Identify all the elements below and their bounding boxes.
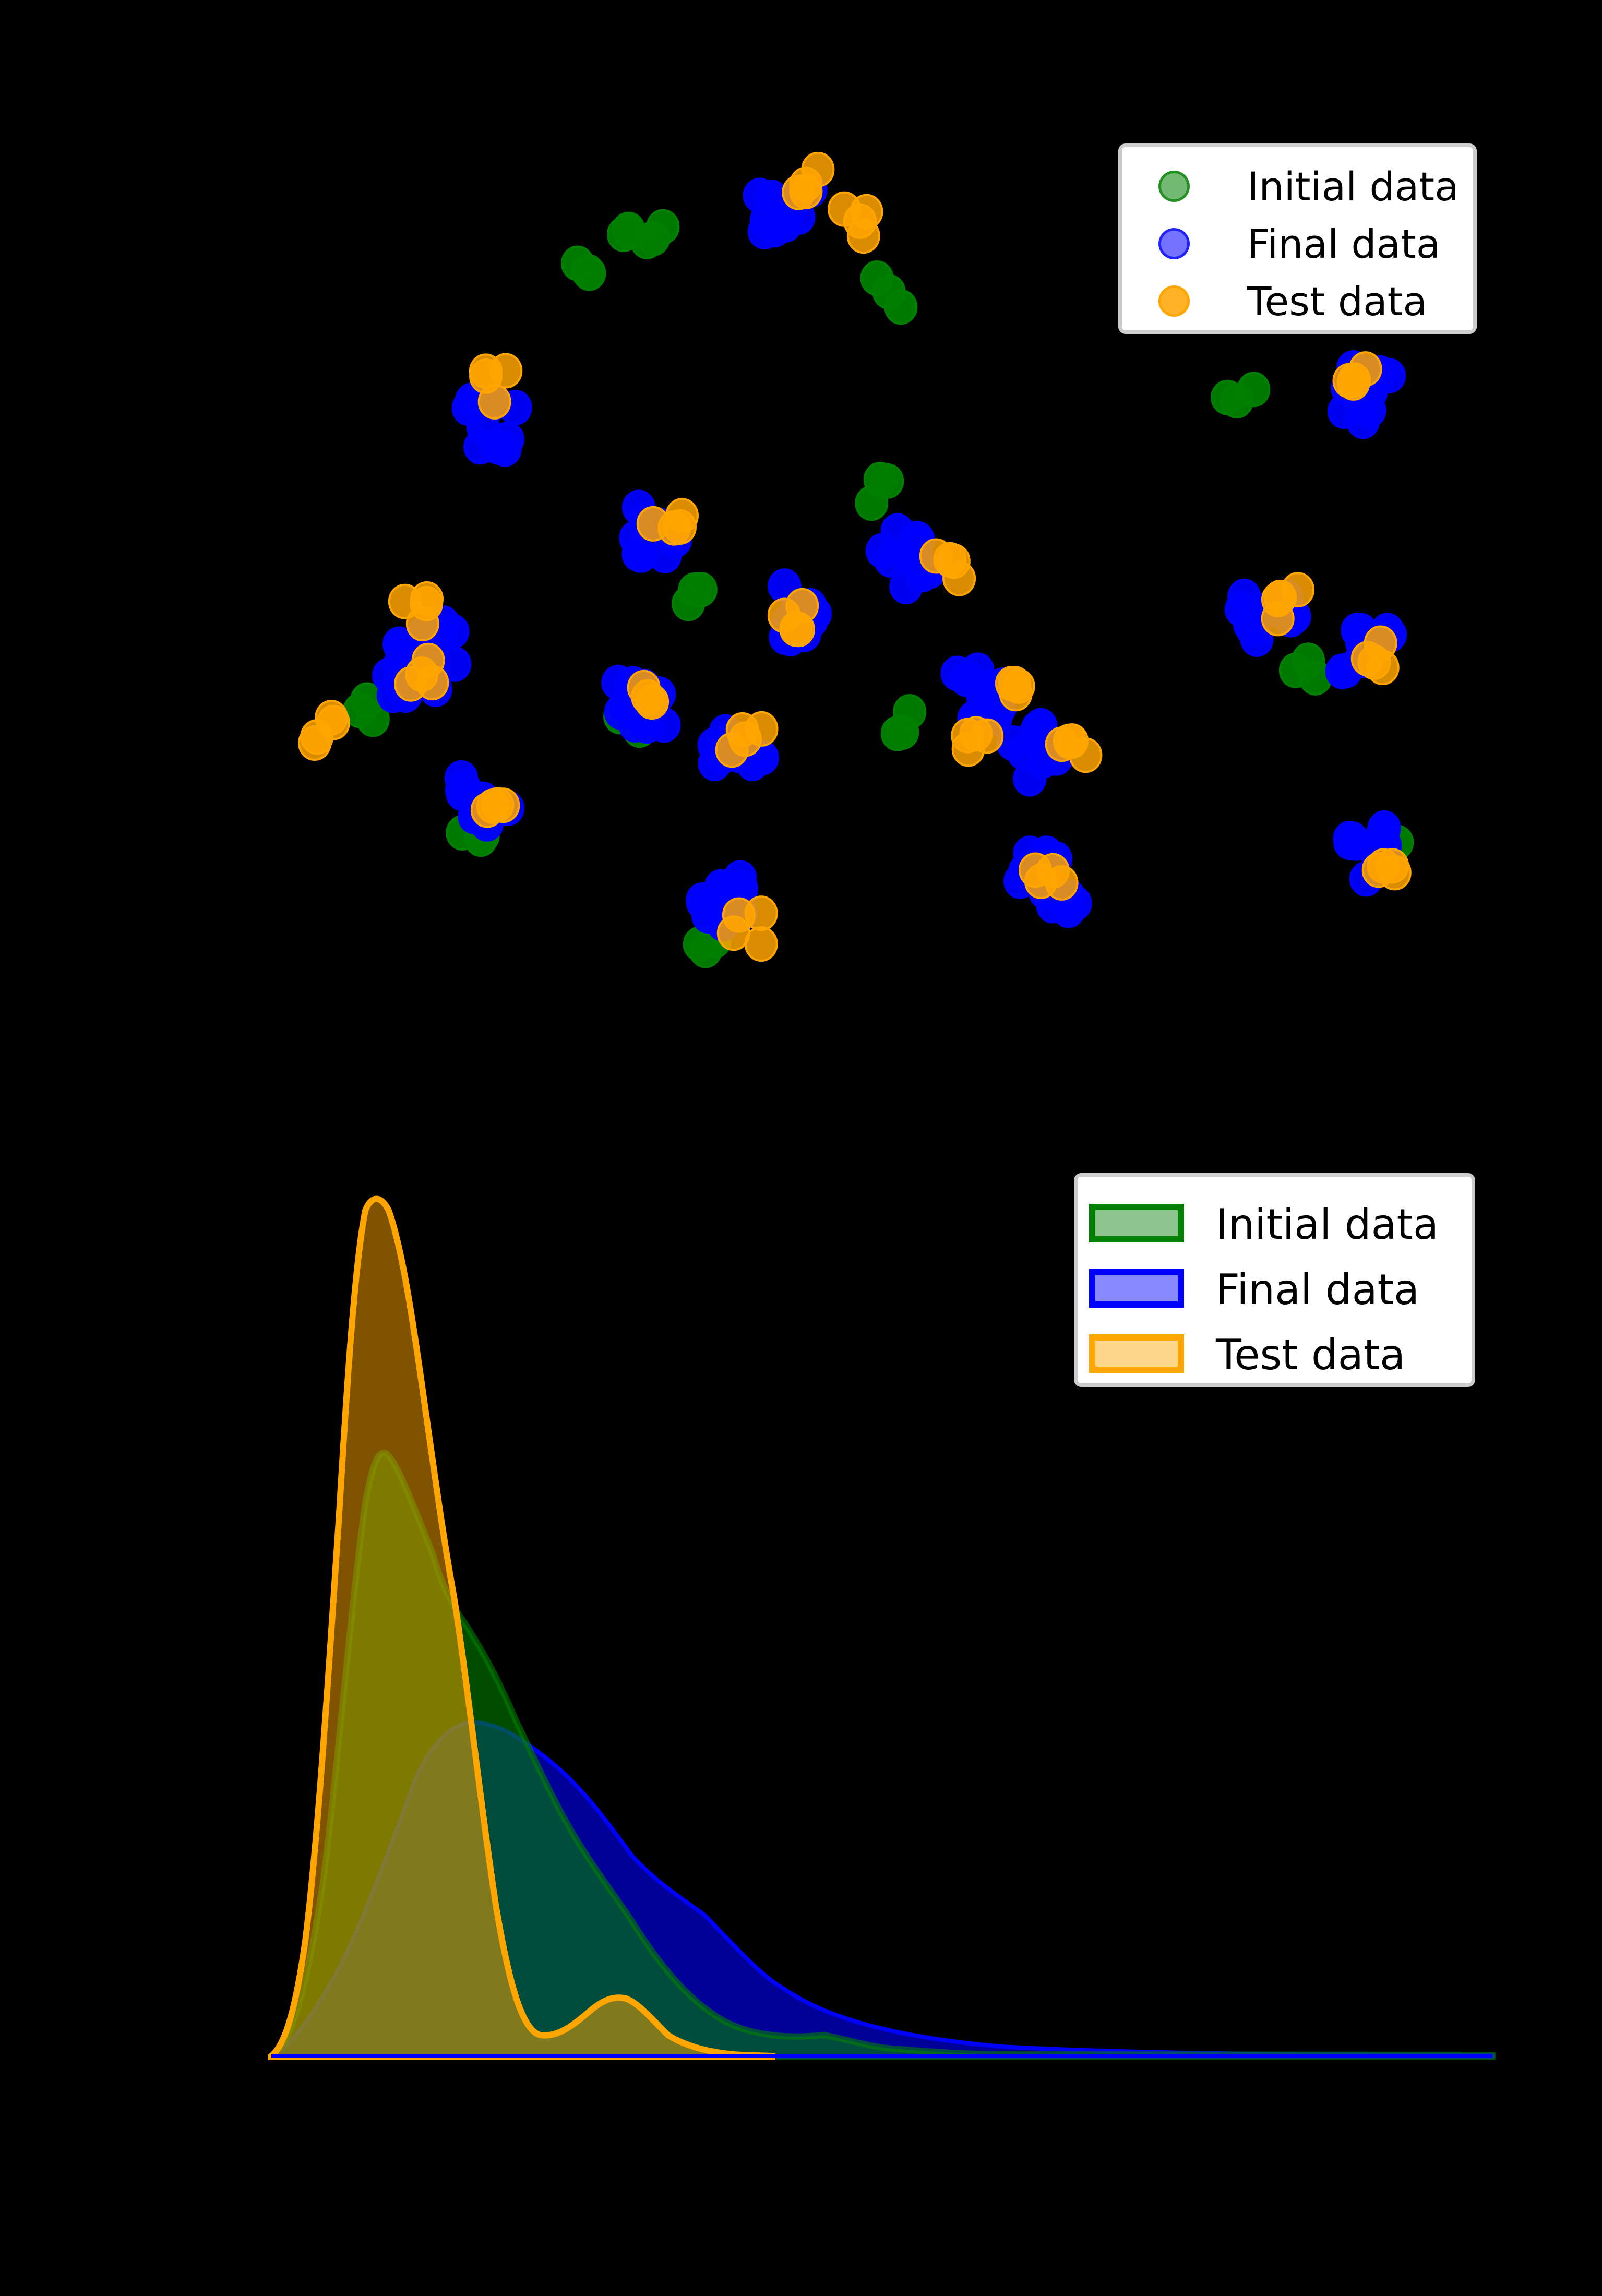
data-point bbox=[631, 679, 665, 715]
data-point bbox=[1332, 363, 1366, 399]
data-point bbox=[951, 731, 985, 767]
data-point bbox=[749, 202, 783, 238]
data-point bbox=[477, 384, 511, 420]
data-point bbox=[937, 543, 971, 579]
legend-label: Test data bbox=[1216, 1331, 1406, 1379]
legend-item-initial: Initial data bbox=[1122, 163, 1473, 210]
blue-circle-icon bbox=[1158, 228, 1190, 259]
data-point bbox=[678, 572, 712, 608]
legend-item-initial: Initial data bbox=[1078, 1192, 1472, 1250]
data-point bbox=[999, 676, 1033, 712]
data-point bbox=[1261, 581, 1295, 617]
data-point bbox=[880, 513, 914, 549]
data-point bbox=[863, 461, 897, 497]
data-point bbox=[410, 581, 444, 617]
data-point bbox=[686, 882, 720, 918]
data-point bbox=[1055, 723, 1089, 759]
legend-item-test: Test data bbox=[1122, 278, 1473, 325]
kde-test-area bbox=[268, 1195, 775, 2060]
scatter-legend: Initial data Final data Test data bbox=[1118, 144, 1477, 334]
legend-label: Final data bbox=[1216, 1265, 1419, 1314]
data-point bbox=[725, 712, 759, 748]
data-point bbox=[1367, 848, 1401, 884]
data-point bbox=[884, 289, 918, 325]
data-point bbox=[950, 661, 984, 697]
data-point bbox=[481, 787, 515, 823]
scatter-plot-area bbox=[298, 151, 1414, 968]
data-point bbox=[300, 719, 334, 755]
data-point bbox=[571, 254, 605, 290]
legend-item-final: Final data bbox=[1078, 1258, 1472, 1315]
kde-legend: Initial data Final data Test data bbox=[1074, 1173, 1475, 1387]
data-point bbox=[1021, 710, 1055, 746]
data-point bbox=[1220, 383, 1254, 419]
green-circle-icon bbox=[1158, 171, 1190, 202]
legend-label: Initial data bbox=[1247, 163, 1459, 210]
data-point bbox=[1227, 578, 1261, 614]
legend-item-final: Final data bbox=[1122, 220, 1473, 267]
orange-patch-icon bbox=[1089, 1334, 1184, 1373]
data-point bbox=[744, 926, 778, 962]
data-point bbox=[469, 353, 503, 389]
data-point bbox=[1335, 821, 1369, 857]
scatter-panel: Initial data Final data Test data bbox=[0, 0, 1602, 1096]
legend-label: Test data bbox=[1247, 278, 1428, 325]
scatter-series-initial-data bbox=[343, 209, 1414, 968]
data-point bbox=[789, 166, 823, 202]
legend-label: Final data bbox=[1247, 221, 1441, 267]
data-point bbox=[828, 191, 862, 227]
legend-item-test: Test data bbox=[1078, 1323, 1472, 1380]
legend-label: Initial data bbox=[1216, 1200, 1439, 1249]
data-point bbox=[723, 860, 757, 896]
data-point bbox=[889, 568, 923, 604]
kde-panel: Initial data Final data Test data bbox=[0, 1096, 1602, 2296]
data-point bbox=[411, 642, 445, 678]
orange-circle-icon bbox=[1158, 285, 1190, 317]
data-point bbox=[1018, 852, 1052, 888]
data-point bbox=[624, 537, 658, 573]
data-point bbox=[874, 542, 908, 578]
data-point bbox=[612, 214, 646, 250]
data-point bbox=[860, 260, 894, 296]
blue-patch-icon bbox=[1089, 1269, 1184, 1308]
scatter-series-test-data bbox=[298, 151, 1412, 962]
green-patch-icon bbox=[1089, 1204, 1184, 1242]
data-point bbox=[663, 509, 697, 545]
data-point bbox=[722, 897, 756, 933]
data-point bbox=[781, 612, 815, 648]
data-point bbox=[893, 694, 927, 730]
data-point bbox=[1346, 403, 1380, 439]
data-point bbox=[846, 218, 880, 254]
data-point bbox=[436, 614, 470, 650]
kde-plot-area bbox=[268, 1195, 1496, 2060]
data-point bbox=[1357, 644, 1391, 680]
